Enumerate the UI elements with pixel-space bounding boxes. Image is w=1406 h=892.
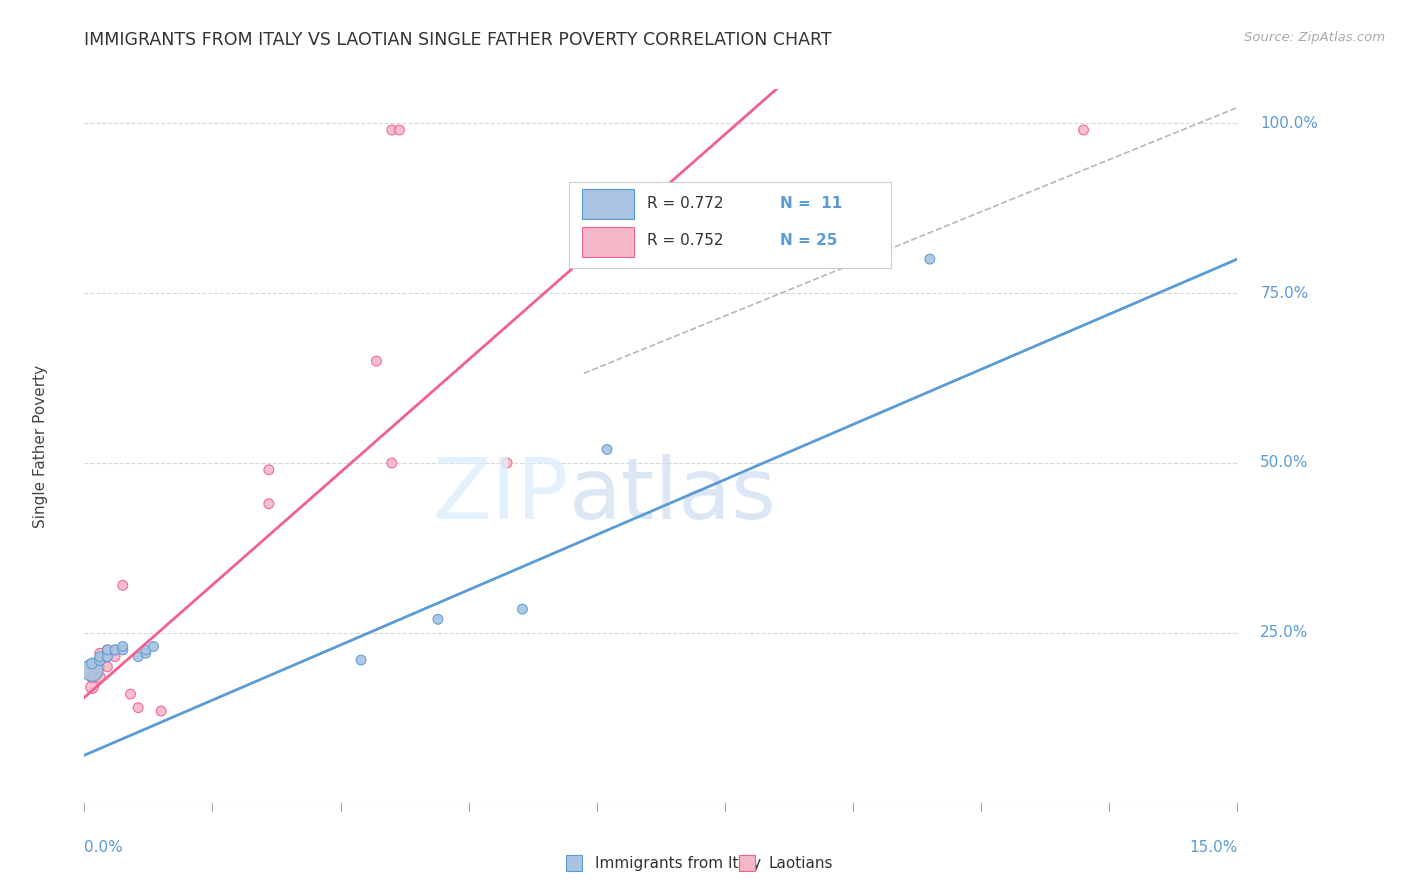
Point — [111, 578, 134, 592]
Point — [918, 252, 941, 266]
Point — [96, 643, 118, 657]
Point — [80, 660, 103, 674]
Point — [104, 643, 127, 657]
Text: R = 0.752: R = 0.752 — [647, 233, 724, 248]
Point — [127, 649, 149, 664]
Point — [381, 123, 404, 137]
Point — [135, 646, 157, 660]
Point — [104, 649, 127, 664]
Point — [426, 612, 449, 626]
Point — [96, 649, 118, 664]
Point — [96, 643, 118, 657]
FancyBboxPatch shape — [568, 182, 891, 268]
Point — [257, 497, 280, 511]
Text: Laotians: Laotians — [768, 856, 832, 871]
Point — [111, 643, 134, 657]
Text: Immigrants from Italy: Immigrants from Italy — [595, 856, 761, 871]
Point — [80, 657, 103, 671]
Point — [135, 643, 157, 657]
Text: N = 25: N = 25 — [779, 233, 837, 248]
Text: Source: ZipAtlas.com: Source: ZipAtlas.com — [1244, 31, 1385, 45]
Text: 50.0%: 50.0% — [1260, 456, 1309, 470]
Text: R = 0.772: R = 0.772 — [647, 196, 724, 211]
Text: ZIP: ZIP — [432, 454, 568, 538]
Point — [496, 456, 519, 470]
Text: IMMIGRANTS FROM ITALY VS LAOTIAN SINGLE FATHER POVERTY CORRELATION CHART: IMMIGRANTS FROM ITALY VS LAOTIAN SINGLE … — [84, 31, 832, 49]
Point — [150, 704, 173, 718]
Point — [89, 660, 111, 674]
Point — [96, 660, 118, 674]
Point — [89, 653, 111, 667]
FancyBboxPatch shape — [582, 189, 634, 219]
Point — [104, 643, 127, 657]
Text: 100.0%: 100.0% — [1260, 116, 1319, 131]
Text: Single Father Poverty: Single Father Poverty — [34, 365, 48, 527]
Point — [257, 463, 280, 477]
Point — [350, 653, 373, 667]
FancyBboxPatch shape — [582, 227, 634, 257]
Point — [89, 649, 111, 664]
Point — [596, 442, 619, 457]
Text: 25.0%: 25.0% — [1260, 625, 1309, 640]
Point — [89, 653, 111, 667]
Text: N =  11: N = 11 — [779, 196, 842, 211]
Point — [388, 123, 411, 137]
Point — [96, 649, 118, 664]
Point — [366, 354, 388, 368]
Point — [80, 663, 103, 677]
Point — [1073, 123, 1095, 137]
Text: 75.0%: 75.0% — [1260, 285, 1309, 301]
Text: 15.0%: 15.0% — [1189, 840, 1237, 855]
Point — [512, 602, 534, 616]
Text: atlas: atlas — [568, 454, 776, 538]
Point — [80, 680, 103, 694]
Text: 0.0%: 0.0% — [84, 840, 124, 855]
Point — [120, 687, 142, 701]
Point — [89, 670, 111, 684]
Point — [89, 646, 111, 660]
Point — [111, 640, 134, 654]
Point — [127, 700, 149, 714]
Point — [381, 456, 404, 470]
Point — [80, 670, 103, 684]
Point — [142, 640, 165, 654]
